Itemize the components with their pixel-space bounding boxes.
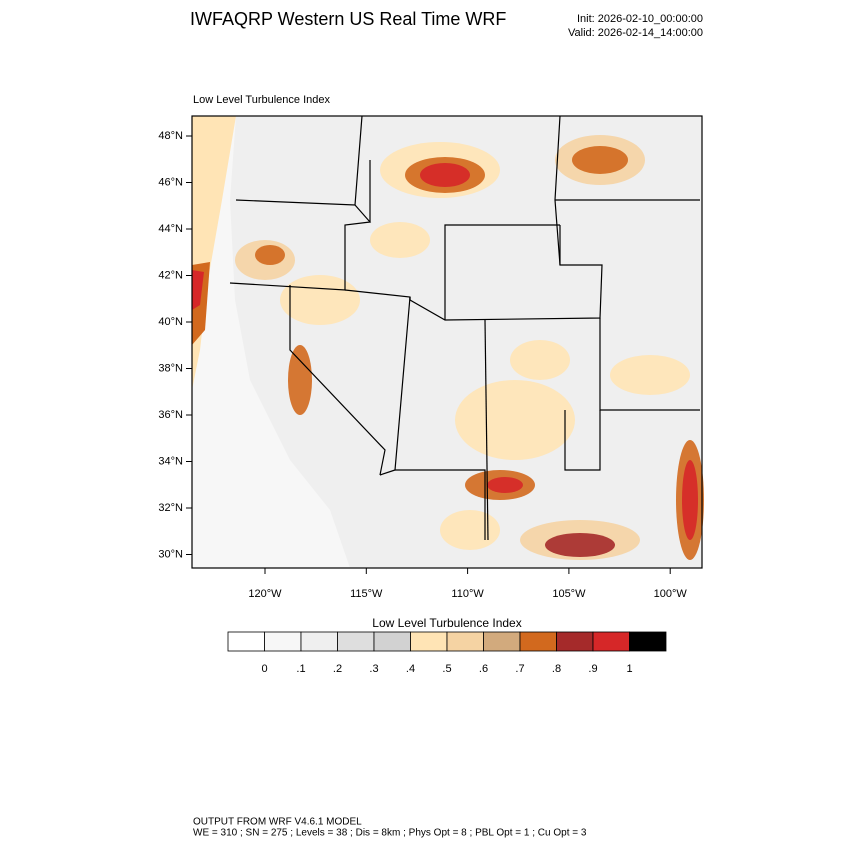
lat-label: 34°N	[158, 455, 183, 467]
lat-label: 30°N	[158, 548, 183, 560]
turbulence-area	[455, 380, 575, 460]
colorbar-label: 0	[261, 663, 267, 675]
lon-label: 100°W	[654, 588, 688, 600]
turbulence-area	[440, 510, 500, 550]
colorbar: 0 .1 .2 .3 .4 .5 .6 .7 .8 .9 1	[227, 631, 667, 675]
colorbar-label: .8	[552, 663, 561, 675]
state-border	[395, 469, 486, 540]
lat-label: 40°N	[158, 316, 183, 328]
colorbar-box	[446, 631, 484, 652]
lon-label: 105°W	[552, 588, 586, 600]
colorbar-box	[592, 631, 630, 652]
lat-label: 44°N	[158, 223, 183, 235]
colorbar-label: 1	[626, 663, 632, 675]
colorbar-label: .3	[369, 663, 378, 675]
lat-label: 42°N	[158, 269, 183, 281]
colorbar-box	[556, 631, 594, 652]
state-border	[564, 410, 601, 471]
footer-line: OUTPUT FROM WRF V4.6.1 MODEL	[193, 817, 362, 828]
state-border	[289, 285, 386, 476]
colorbar-box	[410, 631, 448, 652]
map-label: Low Level Turbulence Index	[193, 94, 330, 106]
lat-label: 38°N	[158, 362, 183, 374]
colorbar-label: .5	[442, 663, 451, 675]
colorbar-label: .2	[333, 663, 342, 675]
map-frame	[191, 115, 703, 569]
map: 48°N 46°N 44°N 42°N 40°N 38°N 36°N 34°N 32°N 30°N…	[158, 115, 704, 600]
lon-label: 120°W	[248, 588, 282, 600]
footer-line: WE = 310 ; SN = 275 ; Levels = 38 ; Dis …	[193, 828, 587, 839]
colorbar-box	[629, 631, 667, 652]
lat-label: 36°N	[158, 409, 183, 421]
init-time: Init: 2026-02-10_00:00:00	[577, 13, 703, 25]
coastal-band	[192, 270, 204, 310]
turbulence-area	[682, 460, 698, 540]
turbulence-area	[545, 533, 615, 557]
colorbar-box	[373, 631, 411, 652]
turbulence-area	[255, 245, 285, 265]
state-border	[229, 204, 372, 291]
colorbar-box	[300, 631, 338, 652]
ocean-area	[192, 116, 350, 568]
colorbar-box	[337, 631, 375, 652]
turbulence-area	[288, 345, 312, 415]
colorbar-label: .6	[479, 663, 488, 675]
colorbar-label: .1	[296, 663, 305, 675]
lat-label: 32°N	[158, 502, 183, 514]
colorbar-label: .7	[515, 663, 524, 675]
turbulence-area	[610, 355, 690, 395]
turbulence-area	[280, 275, 360, 325]
title: IWFAQRP Western US Real Time WRF	[190, 9, 506, 29]
turbulence-area	[487, 477, 523, 493]
state-border	[444, 224, 560, 320]
colorbar-label: .4	[406, 663, 415, 675]
lat-label: 46°N	[158, 176, 183, 188]
colorbar-box	[483, 631, 521, 652]
lon-label: 115°W	[350, 588, 383, 600]
colorbar-title: Low Level Turbulence Index	[372, 616, 521, 630]
lon-label: 110°W	[451, 588, 484, 600]
colorbar-box	[519, 631, 557, 652]
lat-label: 48°N	[158, 130, 183, 142]
turbulence-area	[370, 222, 430, 258]
turbulence-area	[572, 146, 628, 174]
valid-time: Valid: 2026-02-14_14:00:00	[568, 27, 703, 39]
state-border	[484, 319, 489, 541]
turbulence-area	[510, 340, 570, 380]
colorbar-box	[227, 631, 265, 652]
colorbar-box	[264, 631, 302, 652]
turbulence-area	[420, 163, 470, 187]
colorbar-label: .9	[588, 663, 597, 675]
